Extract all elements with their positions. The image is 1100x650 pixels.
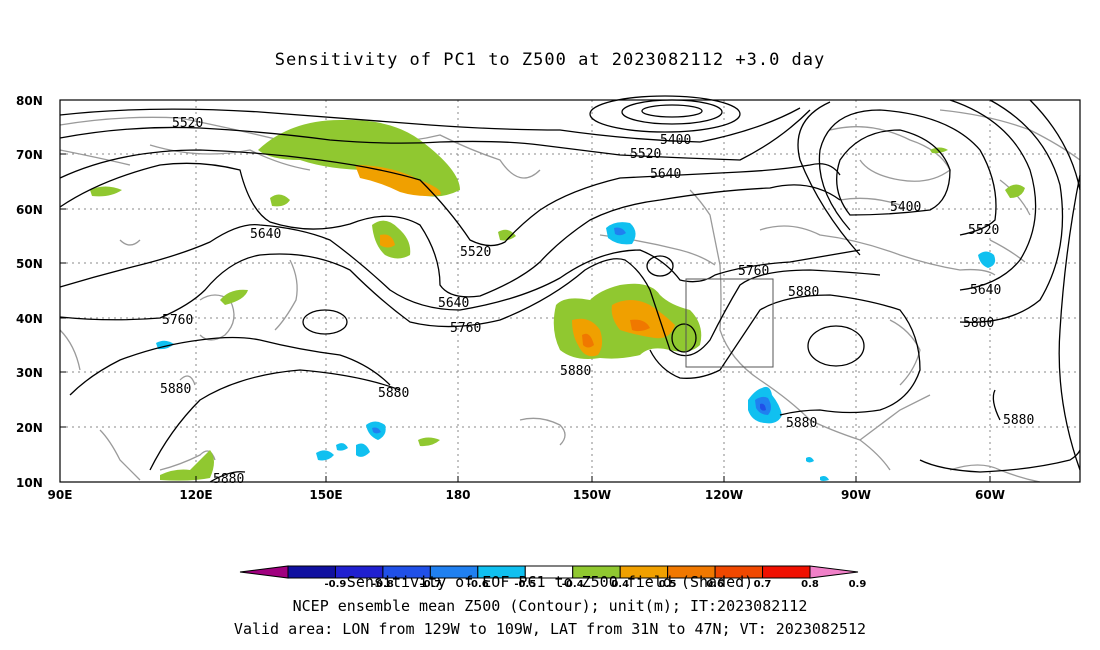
lon-label: 90W xyxy=(841,488,871,502)
colorbar-label: 0.4 xyxy=(611,579,629,590)
lat-label: 60N xyxy=(16,203,43,217)
lat-label: 50N xyxy=(16,257,43,271)
colorbar-label: 0.8 xyxy=(801,579,819,590)
contour-label: 5760 xyxy=(162,313,193,328)
contour-label: 5880 xyxy=(213,472,244,487)
latitude-labels: 80N 70N 60N 50N 40N 30N 20N 10N xyxy=(16,94,43,490)
contour-label: 5640 xyxy=(970,283,1001,298)
footer-line-2: NCEP ensemble mean Z500 (Contour); unit(… xyxy=(292,597,808,615)
plot-frame xyxy=(59,99,1081,483)
colorbar-label: 0.6 xyxy=(706,579,724,590)
contour-label: 5400 xyxy=(890,200,921,215)
contour-label: 5520 xyxy=(630,147,661,162)
colorbar-label: -0.5 xyxy=(514,579,536,590)
contour-label: 5880 xyxy=(786,416,817,431)
contour-label: 5520 xyxy=(172,116,203,131)
colorbar-label: 0.5 xyxy=(659,579,677,590)
footer-line-3: Valid area: LON from 129W to 109W, LAT f… xyxy=(233,620,867,638)
colorbar-label: -0.8 xyxy=(372,579,394,590)
colorbar-label: 0.7 xyxy=(754,579,772,590)
contour-label: 5640 xyxy=(650,167,681,182)
axis-ticks xyxy=(59,99,991,483)
lon-label: 150W xyxy=(573,488,611,502)
contour-label: 5880 xyxy=(788,285,819,300)
lat-label: 10N xyxy=(16,476,43,490)
footer-line-1: Sensitivity of EOF PC1 to Z500 field (Sh… xyxy=(346,573,754,591)
contour-label: 5400 xyxy=(660,133,691,148)
lon-label: 60W xyxy=(975,488,1005,502)
colorbar-label: -0.9 xyxy=(325,579,347,590)
contour-label: 5760 xyxy=(450,321,481,336)
lon-label: 150E xyxy=(309,488,342,502)
z500-contours xyxy=(59,95,1081,483)
contour-label: 5520 xyxy=(968,223,999,238)
lat-label: 30N xyxy=(16,366,43,380)
colorbar-segment xyxy=(809,565,859,579)
colorbar-label: 0.9 xyxy=(849,579,867,590)
lon-label: 120W xyxy=(705,488,743,502)
contour-label: 5880 xyxy=(160,382,191,397)
contour-label: 5880 xyxy=(1003,413,1034,428)
colorbar-label: -0.6 xyxy=(467,579,489,590)
plot-area xyxy=(60,100,1080,482)
lat-label: 20N xyxy=(16,421,43,435)
valid-area-box xyxy=(685,278,774,368)
contour-label: 5880 xyxy=(963,316,994,331)
colorbar-label: -0.4 xyxy=(562,579,584,590)
lat-label: 40N xyxy=(16,312,43,326)
colorbar: -0.9 -0.8 -0.7 -0.6 -0.5 -0.4 0.4 0.5 0.6 0.7 0.8 0… xyxy=(239,565,867,590)
contour-label: 5880 xyxy=(560,364,591,379)
contour-label: 5760 xyxy=(738,264,769,279)
lon-label: 180 xyxy=(445,488,470,502)
lat-label: 70N xyxy=(16,148,43,162)
lon-label: 120E xyxy=(179,488,212,502)
longitude-labels: 90E 120E 150E 180 150W 120W 90W 60W xyxy=(48,488,1005,502)
map-title: Sensitivity of PC1 to Z500 at 2023082112… xyxy=(274,50,826,70)
contour-label: 5880 xyxy=(378,386,409,401)
contour-label: 5640 xyxy=(250,227,281,242)
lat-label: 80N xyxy=(16,94,43,108)
colorbar-label: -0.7 xyxy=(419,579,441,590)
contour-label: 5640 xyxy=(438,296,469,311)
lon-label: 90E xyxy=(48,488,73,502)
contour-label: 5520 xyxy=(460,245,491,260)
contour-label-group: 5520 5400 5520 5640 5400 5520 5640 5520 … xyxy=(160,116,1034,487)
